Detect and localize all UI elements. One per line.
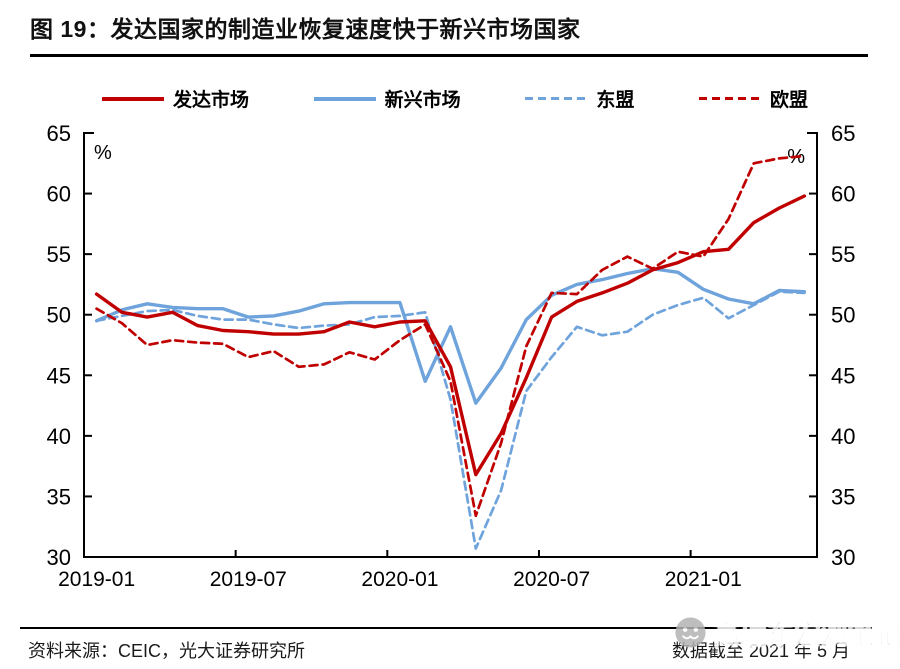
- watermark-logo-icon: [675, 617, 706, 648]
- legend-item-1: 发达市场: [102, 85, 249, 112]
- y-axis-label-right: 55: [831, 242, 855, 267]
- series-line-新兴市场: [94, 267, 807, 405]
- legend-item-4: 欧盟: [698, 85, 808, 112]
- series-line-发达市场: [94, 194, 807, 477]
- chart-legend: 发达市场 新兴市场 东盟 欧盟: [102, 85, 808, 112]
- x-axis-label: 2020-07: [513, 568, 590, 591]
- footer-divider: [20, 627, 872, 629]
- watermark-text: 高瑞东宏观笔记: [713, 620, 900, 651]
- y-axis-label-right: 35: [831, 484, 855, 509]
- legend-label: 新兴市场: [384, 90, 461, 111]
- series-line-东盟: [95, 290, 806, 550]
- x-axis-label: 2020-01: [361, 568, 438, 591]
- x-axis-label: 2019-01: [58, 568, 135, 591]
- legend-solid-line-swatch: [102, 96, 164, 101]
- unit-label-left: %: [94, 142, 112, 164]
- y-axis-label-right: 50: [831, 303, 855, 328]
- legend-label: 发达市场: [173, 90, 250, 111]
- y-axis-label-right: 65: [831, 121, 855, 146]
- legend-dashed-line-swatch: [698, 97, 761, 100]
- watermark: 高瑞东宏观笔记: [674, 613, 900, 652]
- source-note: 资料来源：CEIC，光大证券研究所: [28, 641, 306, 661]
- y-axis-label-left: 65: [47, 121, 71, 146]
- y-axis-label-left: 50: [47, 303, 71, 328]
- y-axis-label-left: 30: [47, 545, 71, 570]
- y-axis-label-left: 45: [47, 363, 71, 388]
- legend-dashed-line-swatch: [525, 97, 588, 100]
- legend-solid-line-swatch: [313, 96, 376, 101]
- title-divider: [30, 54, 868, 57]
- legend-item-2: 新兴市场: [313, 85, 461, 112]
- y-axis-label-right: 45: [831, 363, 855, 388]
- legend-label: 东盟: [596, 90, 635, 111]
- y-axis-label-left: 35: [47, 484, 71, 509]
- y-axis-label-right: 40: [831, 424, 855, 449]
- y-axis-label-right: 30: [831, 545, 855, 570]
- y-axis-label-right: 60: [831, 182, 855, 207]
- y-axis-label-left: 55: [47, 242, 71, 267]
- legend-label: 欧盟: [769, 90, 808, 111]
- x-axis-label: 2021-01: [665, 568, 742, 591]
- axis-frame: [83, 132, 818, 558]
- x-axis-label: 2019-07: [210, 568, 287, 591]
- y-axis-label-left: 40: [47, 424, 71, 449]
- series-line-欧盟: [95, 154, 806, 518]
- data-cutoff-note: 数据截至 2021 年 5 月: [671, 641, 850, 661]
- figure-title: 图 19：发达国家的制造业恢复速度快于新兴市场国家: [30, 16, 581, 42]
- y-axis-label-left: 60: [47, 182, 71, 207]
- legend-item-3: 东盟: [525, 85, 634, 112]
